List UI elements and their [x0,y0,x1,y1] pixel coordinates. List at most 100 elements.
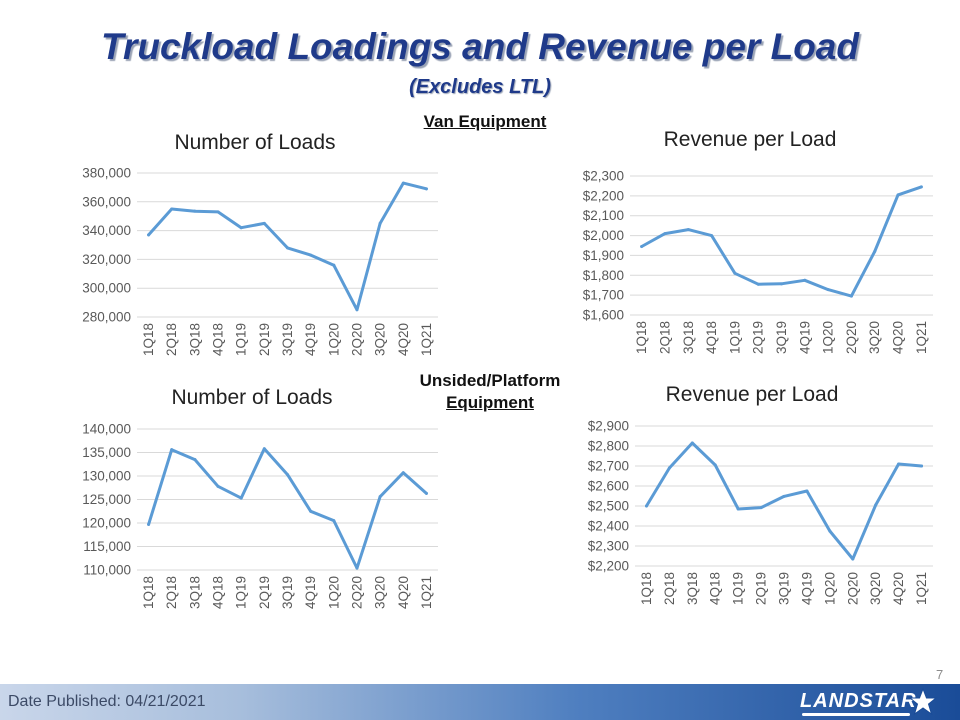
data-point [262,447,266,451]
x-tick-label: 2Q20 [845,572,860,605]
data-point [309,509,313,513]
data-point [239,226,243,230]
y-tick-label: $2,800 [588,439,629,454]
y-tick-label: $2,000 [583,228,624,243]
data-point [262,221,266,225]
x-tick-label: 1Q18 [141,576,156,609]
x-tick-label: 1Q18 [634,321,649,354]
x-tick-label: 4Q19 [797,321,812,354]
x-tick-label: 3Q18 [187,323,202,356]
landstar-logo: LANDSTAR [800,687,950,717]
y-tick-label: 280,000 [82,310,131,325]
series-line [147,447,428,570]
data-point [663,232,667,236]
x-tick-label: 1Q21 [419,323,434,356]
x-tick-label: 4Q20 [396,576,411,609]
data-point [710,234,714,238]
data-point [147,233,151,237]
series-line [147,181,428,312]
x-tick-label: 1Q19 [731,572,746,605]
x-tick-label: 3Q19 [280,576,295,609]
x-tick-label: 3Q19 [774,321,789,354]
data-point [401,181,405,185]
page-title: Truckload Loadings and Revenue per Load [101,26,859,67]
y-tick-label: $2,400 [588,519,629,534]
x-tick-label: 4Q19 [303,323,318,356]
y-tick-label: $2,300 [583,169,624,184]
y-tick-label: 320,000 [82,252,131,267]
logo-swoosh [802,713,910,716]
y-tick-label: $2,100 [583,208,624,223]
x-tick-label: 1Q21 [914,321,929,354]
x-tick-label: 3Q18 [685,572,700,605]
y-tick-label: 120,000 [82,516,131,531]
section-label-platform-line1: Unsided/Platform [419,371,561,390]
data-point [170,207,174,211]
x-tick-label: 4Q20 [396,323,411,356]
data-point [216,484,220,488]
x-tick-label: 2Q18 [164,576,179,609]
data-point [401,471,405,475]
data-point [782,494,786,498]
data-point [640,244,644,248]
page-subtitle: (Excludes LTL) [409,76,551,98]
data-point [733,271,737,275]
data-point [424,491,428,495]
x-tick-label: 2Q20 [349,576,364,609]
y-tick-label: $2,700 [588,459,629,474]
data-point [736,507,740,511]
data-point [896,193,900,197]
x-tick-label: 1Q18 [141,323,156,356]
data-point [239,496,243,500]
x-tick-label: 3Q20 [868,572,883,605]
data-point [286,473,289,477]
date-published: Date Published: 04/21/2021 [8,693,206,710]
chart-title-van-loads: Number of Loads [174,131,336,154]
x-tick-label: 3Q18 [187,576,202,609]
y-tick-label: $2,900 [588,419,629,434]
y-tick-label: $2,600 [588,479,629,494]
chart-title-van-revenue: Revenue per Load [663,128,837,151]
footer-bar: Date Published: 04/21/2021 LANDSTAR [0,684,960,720]
data-point [309,253,313,257]
y-tick-label: 125,000 [82,492,131,507]
x-tick-label: 2Q18 [657,321,672,354]
data-point [332,519,336,523]
y-tick-label: $1,900 [583,248,624,263]
data-point [756,282,760,286]
y-tick-label: 115,000 [83,539,131,554]
x-tick-label: 1Q21 [914,572,929,605]
x-tick-label: 3Q20 [373,323,388,356]
x-tick-label: 2Q20 [349,323,364,356]
data-point [286,246,289,250]
data-point [851,557,855,561]
data-point [193,458,197,462]
x-tick-label: 3Q19 [280,323,295,356]
y-tick-label: 130,000 [82,469,131,484]
data-point [686,228,690,232]
section-label-van: Van Equipment [423,112,547,131]
x-tick-label: 1Q20 [821,321,836,354]
data-point [690,441,694,445]
x-tick-label: 4Q20 [891,321,906,354]
series-line [645,441,923,561]
x-tick-label: 2Q20 [844,321,859,354]
y-tick-label: 360,000 [82,194,131,209]
x-tick-label: 3Q19 [777,572,792,605]
y-tick-label: 340,000 [82,223,131,238]
data-point [193,209,197,213]
data-point [826,288,830,292]
y-tick-label: $2,200 [583,188,624,203]
x-tick-label: 2Q19 [751,321,766,354]
data-point [355,566,359,570]
data-point [667,466,671,470]
data-point [170,448,174,452]
y-tick-label: $1,600 [583,308,624,323]
data-point [216,210,220,214]
data-point [147,522,151,526]
x-tick-label: 3Q20 [373,576,388,609]
x-tick-label: 4Q18 [211,323,226,356]
